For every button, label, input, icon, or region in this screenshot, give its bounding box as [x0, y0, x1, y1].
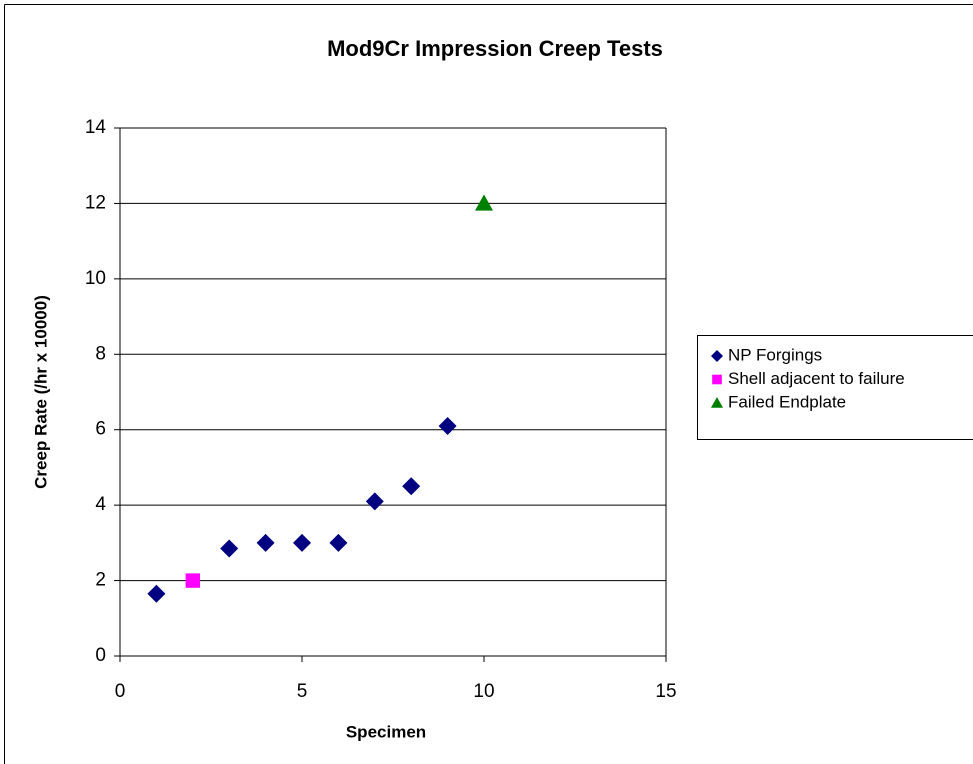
point: [365, 492, 384, 511]
y-tick-label: 6: [95, 419, 106, 440]
y-tick-label: 0: [95, 645, 106, 666]
y-tick-label: 12: [85, 192, 106, 213]
point: [475, 194, 493, 211]
legend-marker: [711, 350, 723, 362]
legend-label: Shell adjacent to failure: [728, 369, 905, 388]
point: [220, 539, 239, 558]
y-tick-label: 10: [85, 268, 106, 289]
y-tick-label: 8: [95, 343, 106, 364]
point: [329, 533, 348, 552]
y-tick-label: 4: [95, 494, 106, 515]
point: [438, 416, 457, 435]
y-tick-label: 14: [85, 117, 107, 138]
legend-label: NP Forgings: [728, 345, 822, 364]
x-tick-label: 10: [473, 681, 494, 702]
x-tick-label: 5: [297, 681, 308, 702]
legend-label: Failed Endplate: [728, 392, 846, 411]
x-tick-label: 0: [115, 681, 126, 702]
legend-box: [697, 335, 973, 440]
legend-marker: [711, 397, 723, 408]
chart-title: Mod9Cr Impression Creep Tests: [327, 36, 663, 61]
x-axis-label: Specimen: [346, 722, 426, 741]
x-tick-label: 15: [655, 681, 676, 702]
y-tick-label: 2: [95, 570, 106, 591]
point: [293, 533, 311, 552]
legend-marker: [712, 374, 722, 385]
point: [185, 573, 200, 588]
point: [256, 533, 275, 552]
point: [147, 584, 166, 603]
y-axis-label: Creep Rate (/hr x 10000): [31, 295, 50, 489]
point: [402, 477, 421, 496]
